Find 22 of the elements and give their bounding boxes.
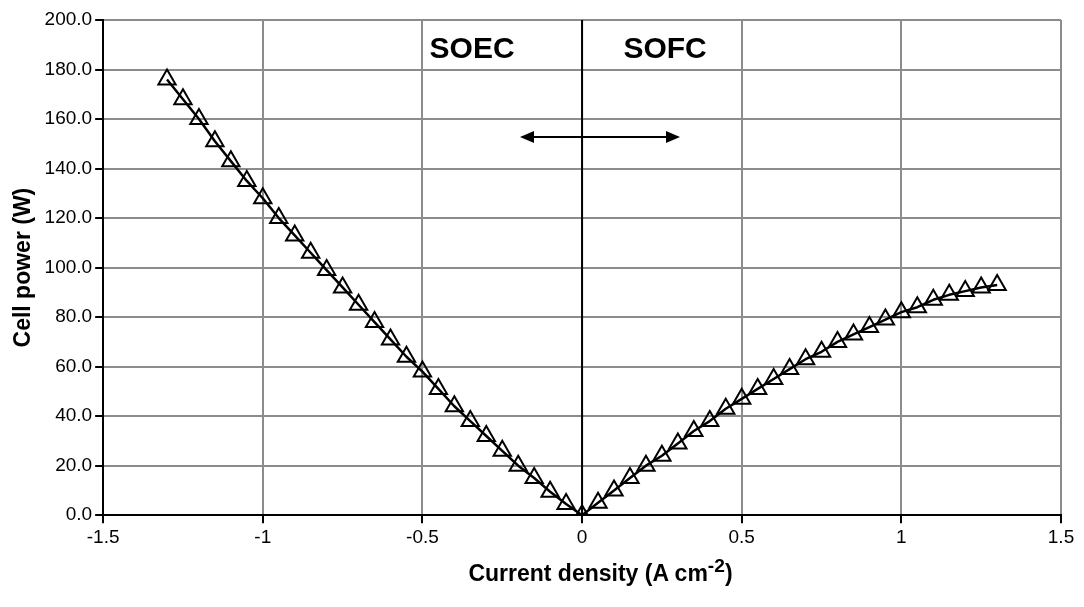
- x-axis-title: Current density (A cm$^{-2}$): [468, 555, 733, 586]
- x-tick-label: 0.5: [728, 525, 755, 547]
- x-tick-label: -1: [254, 525, 272, 547]
- y-tick-label: 0.0: [65, 503, 93, 525]
- x-tick-label: 0: [576, 525, 588, 547]
- y-tick-label: 60.0: [55, 354, 93, 376]
- annotation: SOFC: [623, 31, 707, 64]
- x-tick-label: 1.5: [1047, 525, 1075, 547]
- y-tick-label: 120.0: [44, 206, 93, 228]
- y-tick-label: 20.0: [55, 453, 93, 475]
- x-tick-label: 1: [896, 525, 907, 547]
- y-tick-label: 40.0: [55, 404, 93, 426]
- y-axis-title: Cell power (W): [9, 187, 36, 348]
- x-tick-label: -1.5: [86, 525, 120, 547]
- y-tick-label: 160.0: [44, 107, 93, 129]
- annotation: SOEC: [429, 31, 515, 64]
- y-tick-label: 100.0: [44, 255, 93, 277]
- x-tick-label: -0.5: [406, 525, 439, 547]
- y-tick-label: 140.0: [44, 156, 93, 178]
- y-tick-label: 80.0: [55, 305, 93, 327]
- y-tick-label: 180.0: [44, 57, 93, 79]
- y-tick-label: 200.0: [44, 8, 93, 30]
